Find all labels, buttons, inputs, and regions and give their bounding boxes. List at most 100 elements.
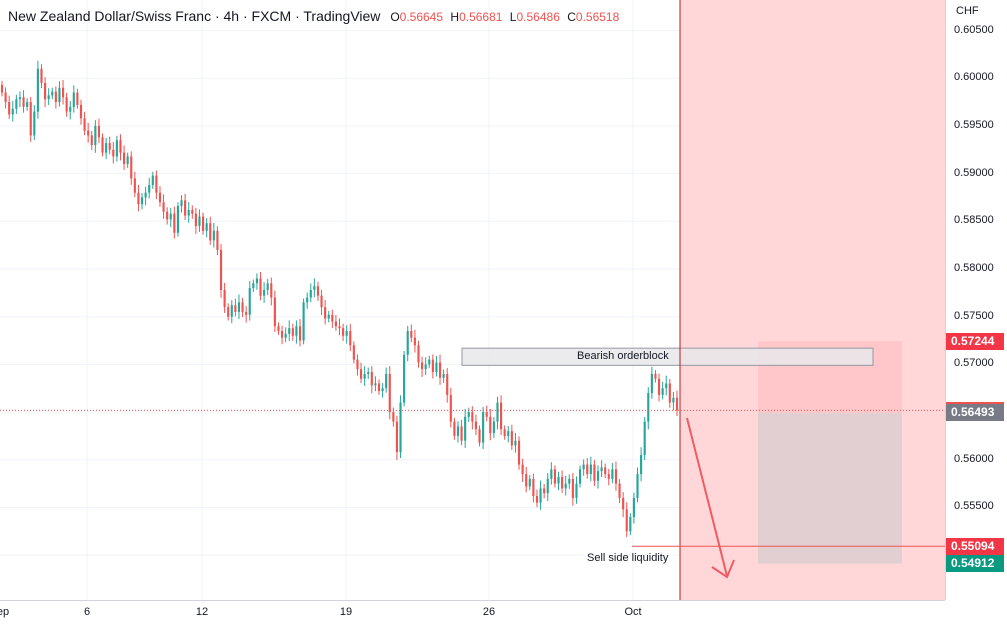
candle-body [467,412,470,417]
candle-body [83,118,86,131]
candle-body [205,223,208,231]
candle-body [270,283,273,298]
ohlc-low-label: L [509,10,517,24]
candle-body [575,483,578,498]
candle-body [589,464,592,475]
price-axis[interactable]: CHF 0.60500 0.60000 0.59500 0.59000 0.58500 0… [945,0,1007,600]
candle-body [399,402,402,453]
time-tick: 26 [482,606,496,618]
candle-body [446,373,449,395]
candle-body [568,478,571,484]
candle-body [227,307,230,317]
candle-body [428,359,431,365]
candle-body [216,230,219,250]
candle-body [273,297,276,327]
candle-body [184,200,187,216]
candle-body [191,209,194,214]
candle-body [618,483,621,498]
orderblock-label: Bearish orderblock [577,350,669,363]
candle-body [223,289,226,308]
ohlc-open-label: O [390,10,400,24]
symbol-title: New Zealand Dollar/Swiss Franc · 4h · FX… [8,8,381,24]
candle-body [413,337,416,346]
position-target-zone[interactable] [758,412,902,564]
candle-body [122,152,126,165]
candle-body [180,200,183,207]
candle-body [90,135,93,145]
candle-body [44,82,47,100]
candle-body [69,106,72,112]
candle-body [29,102,32,136]
price-chart[interactable] [0,0,945,600]
candle-body [561,476,564,489]
candle-body [40,68,43,83]
candle-body [306,297,309,303]
candle-body [464,416,467,441]
candle-body [650,373,653,394]
candle-body [611,469,614,479]
candle-body [252,283,255,289]
candle-body [460,426,463,441]
candle-body [596,471,600,481]
candle-body [643,421,646,456]
candle-body [435,362,438,373]
candle-body [535,496,539,503]
candle-body [155,175,158,193]
candle-body [338,326,341,329]
ohlc-close-value: 0.56518 [575,10,620,24]
candle-body [101,137,104,153]
candle-body [661,388,664,395]
ohlc-low-value: 0.56486 [516,10,560,24]
candle-body [471,412,474,422]
forecast-arrow-head [711,559,735,579]
candle-body [388,373,391,413]
candle-body [647,393,650,422]
grid-lines [0,0,945,600]
candle-body [374,383,377,386]
price-tick: 0.60500 [954,23,994,36]
candle-body [668,383,671,403]
candle-body [514,440,517,446]
candle-body [126,156,129,165]
forecast-arrow[interactable] [686,417,728,577]
candle-body [421,362,424,370]
candle-body [162,202,165,212]
candle-body [657,378,661,395]
candle-body [625,509,628,532]
candle-body [607,474,610,479]
candle-body [94,125,97,145]
candle-body [169,213,172,220]
candle-body [492,421,495,434]
candle-body [327,314,330,319]
candle-body [377,383,381,392]
candle-body [108,143,111,150]
candle-body [367,372,370,374]
candlesticks [0,60,679,538]
currency-label: CHF [956,5,979,17]
candle-body [0,84,4,93]
candle-body [521,464,524,475]
candle-body [148,185,151,193]
candle-body [130,156,133,179]
candle-body [209,223,212,241]
candle-body [97,125,101,138]
candle-body [456,426,460,436]
candle-body [166,211,169,220]
candle-body [61,87,65,98]
candle-body [564,483,567,489]
candle-body [363,373,366,379]
candle-body [507,431,510,436]
candle-body [187,209,190,216]
time-axis[interactable]: ep 6 12 19 26 Oct [0,600,945,624]
bearish-orderblock-box[interactable] [461,347,874,366]
candle-body [36,68,39,112]
chart-area[interactable]: New Zealand Dollar/Swiss Franc · 4h · FX… [0,0,945,600]
candle-body [582,464,585,470]
candle-body [503,429,506,436]
candle-body [194,213,197,227]
candle-body [245,311,248,315]
candle-body [176,206,180,233]
candle-body [532,478,535,497]
candle-body [614,469,618,484]
candle-body [72,92,75,107]
